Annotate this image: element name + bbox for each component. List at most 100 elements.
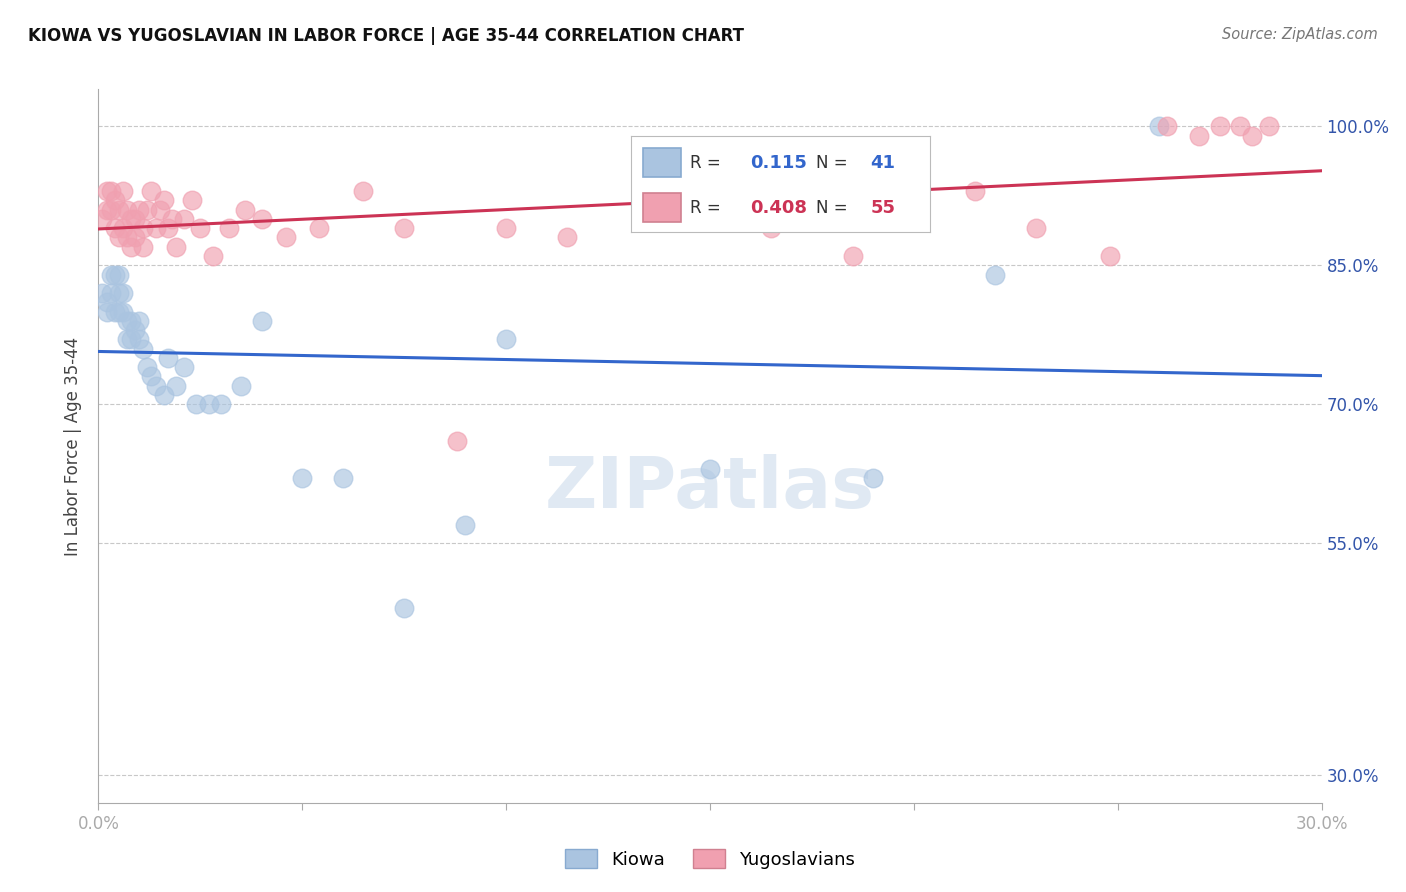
Point [233,202,256,217]
Point [100,202,122,217]
Point [352,184,374,198]
Text: 0.115: 0.115 [751,153,807,171]
Point [104,194,127,208]
Point [1025,221,1047,235]
Point [96,295,118,310]
Point [173,211,195,226]
Text: R =: R = [690,199,727,217]
Text: 0.408: 0.408 [751,199,807,217]
FancyBboxPatch shape [643,148,682,177]
Point [209,397,232,411]
Point [658,202,681,217]
Point [495,221,517,235]
Point [132,221,155,235]
Point [91,211,114,226]
Text: 41: 41 [870,153,896,171]
FancyBboxPatch shape [643,194,682,222]
Point [111,184,134,198]
Point [111,286,134,301]
Point [108,268,131,282]
Point [308,221,330,235]
Point [115,333,138,347]
Point [96,304,118,318]
Point [100,268,122,282]
Point [104,304,127,318]
Point [984,268,1007,282]
Point [1257,120,1279,134]
Point [132,240,155,254]
Point [274,230,297,244]
Point [454,517,477,532]
Text: N =: N = [817,199,853,217]
Point [218,221,240,235]
Point [120,333,142,347]
Point [965,184,987,198]
Point [1209,120,1232,134]
Point [173,360,195,375]
Point [1188,128,1211,143]
Point [104,268,127,282]
Point [96,184,118,198]
Point [115,230,138,244]
Point [181,194,204,208]
Point [841,249,863,263]
Point [145,378,167,392]
Text: Source: ZipAtlas.com: Source: ZipAtlas.com [1222,27,1378,42]
Point [446,434,468,449]
Point [91,286,114,301]
Point [156,351,179,365]
Point [120,314,142,328]
Point [761,221,783,235]
Point [141,184,163,198]
Point [108,286,131,301]
Point [188,221,212,235]
Text: ZIPatlas: ZIPatlas [546,454,875,524]
Point [392,601,416,615]
Point [862,471,884,485]
Point [128,333,150,347]
Point [120,211,142,226]
Point [124,211,146,226]
Point [100,184,122,198]
Point [231,378,253,392]
Point [495,333,517,347]
Point [165,240,187,254]
Point [100,286,122,301]
Point [250,314,273,328]
Y-axis label: In Labor Force | Age 35-44: In Labor Force | Age 35-44 [65,336,83,556]
Point [120,240,142,254]
Point [132,342,155,356]
Point [392,221,416,235]
Point [291,471,314,485]
Point [128,314,150,328]
Point [96,202,118,217]
Legend: Kiowa, Yugoslavians: Kiowa, Yugoslavians [558,841,862,876]
Point [1098,249,1121,263]
Point [128,202,150,217]
Point [124,230,146,244]
Point [124,323,146,337]
Point [186,397,208,411]
Text: N =: N = [817,153,853,171]
Point [160,211,183,226]
Point [1229,120,1251,134]
Point [108,202,131,217]
Point [1156,120,1178,134]
Point [201,249,224,263]
Point [165,378,187,392]
Point [115,314,138,328]
Text: R =: R = [690,153,727,171]
Point [111,304,134,318]
Point [152,194,174,208]
Point [115,202,138,217]
Point [108,230,131,244]
Point [1241,128,1264,143]
Point [156,221,179,235]
Point [332,471,354,485]
Point [141,369,163,384]
Text: KIOWA VS YUGOSLAVIAN IN LABOR FORCE | AGE 35-44 CORRELATION CHART: KIOWA VS YUGOSLAVIAN IN LABOR FORCE | AG… [28,27,744,45]
Point [108,304,131,318]
Point [136,202,159,217]
Point [903,202,925,217]
Point [250,211,273,226]
